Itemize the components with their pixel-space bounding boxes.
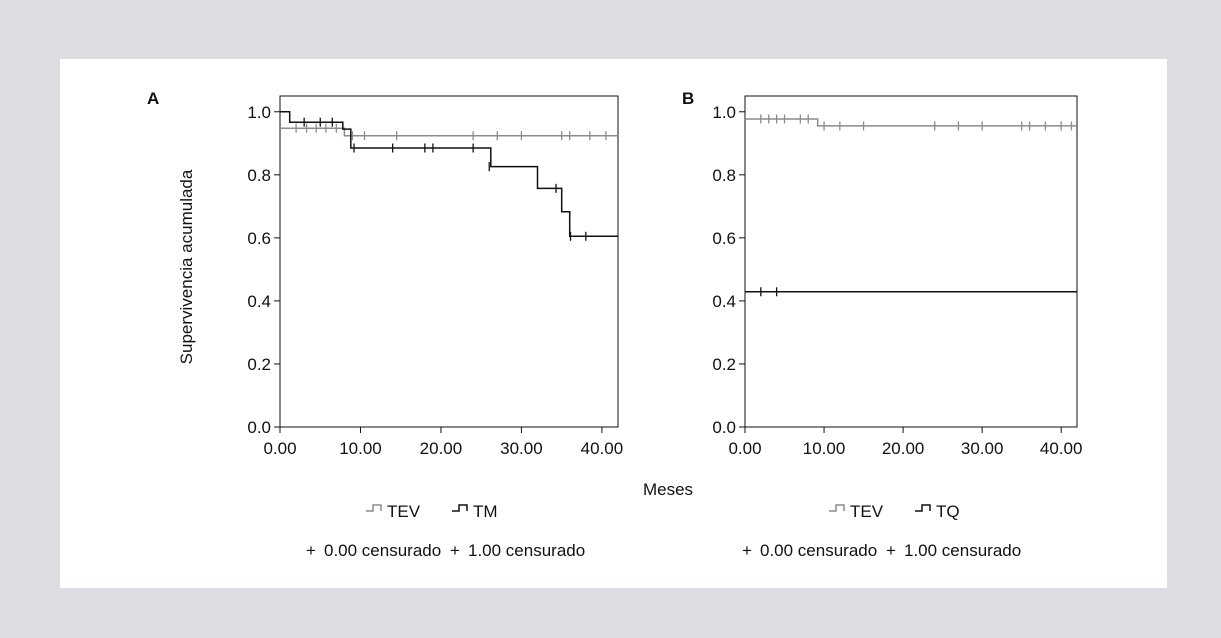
legend-a: TEV TM + 0.00 censurado + 1.00 censurado (306, 502, 585, 560)
panel-a: A Supervivencia acumulada 0.00 10.00 20.00… (147, 89, 623, 560)
legend-b: TEV TQ + 0.00 censurado + 1.00 censurado (742, 502, 1021, 560)
legend-label-tq: TQ (936, 502, 960, 521)
survival-lines-a (280, 111, 618, 238)
legend-symbol-tev (366, 504, 382, 512)
x-tick-label: 30.00 (961, 439, 1004, 458)
plot-border-a (279, 95, 619, 428)
y-ticks-a: 0.0 0.2 0.4 0.6 0.8 1.0 (247, 103, 280, 437)
legend-censor-label-1: 1.00 censurado (468, 541, 585, 560)
shared-x-axis-label: Meses (643, 480, 693, 499)
panel-label-b: B (682, 89, 694, 108)
y-tick-label: 0.4 (712, 292, 736, 311)
y-tick-label: 1.0 (712, 103, 736, 122)
y-tick-label: 0.6 (247, 229, 271, 248)
x-ticks-a: 0.00 10.00 20.00 30.00 40.00 (263, 427, 623, 458)
legend-censor-label-0: 0.00 censurado (324, 541, 441, 560)
series-line-tev (280, 127, 618, 137)
y-axis-label: Supervivencia acumulada (177, 169, 196, 364)
x-ticks-b: 0.00 10.00 20.00 30.00 40.00 (728, 427, 1082, 458)
y-ticks-b: 0.0 0.2 0.4 0.6 0.8 1.0 (712, 103, 745, 437)
panel-label-a: A (147, 89, 159, 108)
x-tick-label: 0.00 (263, 439, 296, 458)
legend-label-tev: TEV (387, 502, 421, 521)
plot-frame-a (279, 95, 619, 428)
x-tick-label: 10.00 (803, 439, 846, 458)
y-tick-label: 0.4 (247, 292, 271, 311)
legend-censor-mark-0: + (306, 541, 316, 560)
y-tick-label: 0.0 (712, 418, 736, 437)
legend-censor-mark-1: + (450, 541, 460, 560)
x-tick-label: 20.00 (420, 439, 463, 458)
legend-censor-label-0: 0.00 censurado (760, 541, 877, 560)
censor-marks-a (295, 117, 607, 241)
y-tick-label: 1.0 (247, 103, 271, 122)
y-tick-label: 0.6 (712, 229, 736, 248)
plot-frame-b (744, 95, 1078, 428)
legend-label-tev: TEV (850, 502, 884, 521)
y-tick-label: 0.8 (247, 166, 271, 185)
y-tick-label: 0.8 (712, 166, 736, 185)
series-line-tm (280, 111, 618, 238)
legend-censor-label-1: 1.00 censurado (904, 541, 1021, 560)
legend-label-tm: TM (473, 502, 498, 521)
x-tick-label: 30.00 (500, 439, 543, 458)
series-line-tev (745, 118, 1077, 127)
legend-symbol-tev (829, 504, 845, 512)
panel-b: B 0.00 10.00 20.00 30.00 40.00 0.00.20.40.60… (682, 89, 1082, 560)
x-tick-label: 0.00 (728, 439, 761, 458)
x-tick-label: 40.00 (581, 439, 624, 458)
x-tick-label: 40.00 (1040, 439, 1083, 458)
y-tick-label: 0.2 (247, 355, 271, 374)
legend-symbol-tq (915, 504, 931, 512)
legend-censor-mark-1: + (886, 541, 896, 560)
plot-border-b (744, 95, 1078, 428)
legend-symbol-tm (452, 504, 468, 512)
legend-censor-mark-0: + (742, 541, 752, 560)
figure-panel: A Supervivencia acumulada 0.00 10.00 20.00… (60, 59, 1167, 588)
x-tick-label: 20.00 (882, 439, 925, 458)
x-tick-label: 10.00 (339, 439, 382, 458)
survival-chart: A Supervivencia acumulada 0.00 10.00 20.00… (147, 89, 1082, 560)
y-tick-label: 0.0 (247, 418, 271, 437)
survival-lines-b (745, 118, 1077, 293)
y-tick-label: 0.2 (712, 355, 736, 374)
censor-marks-b (760, 114, 1073, 297)
